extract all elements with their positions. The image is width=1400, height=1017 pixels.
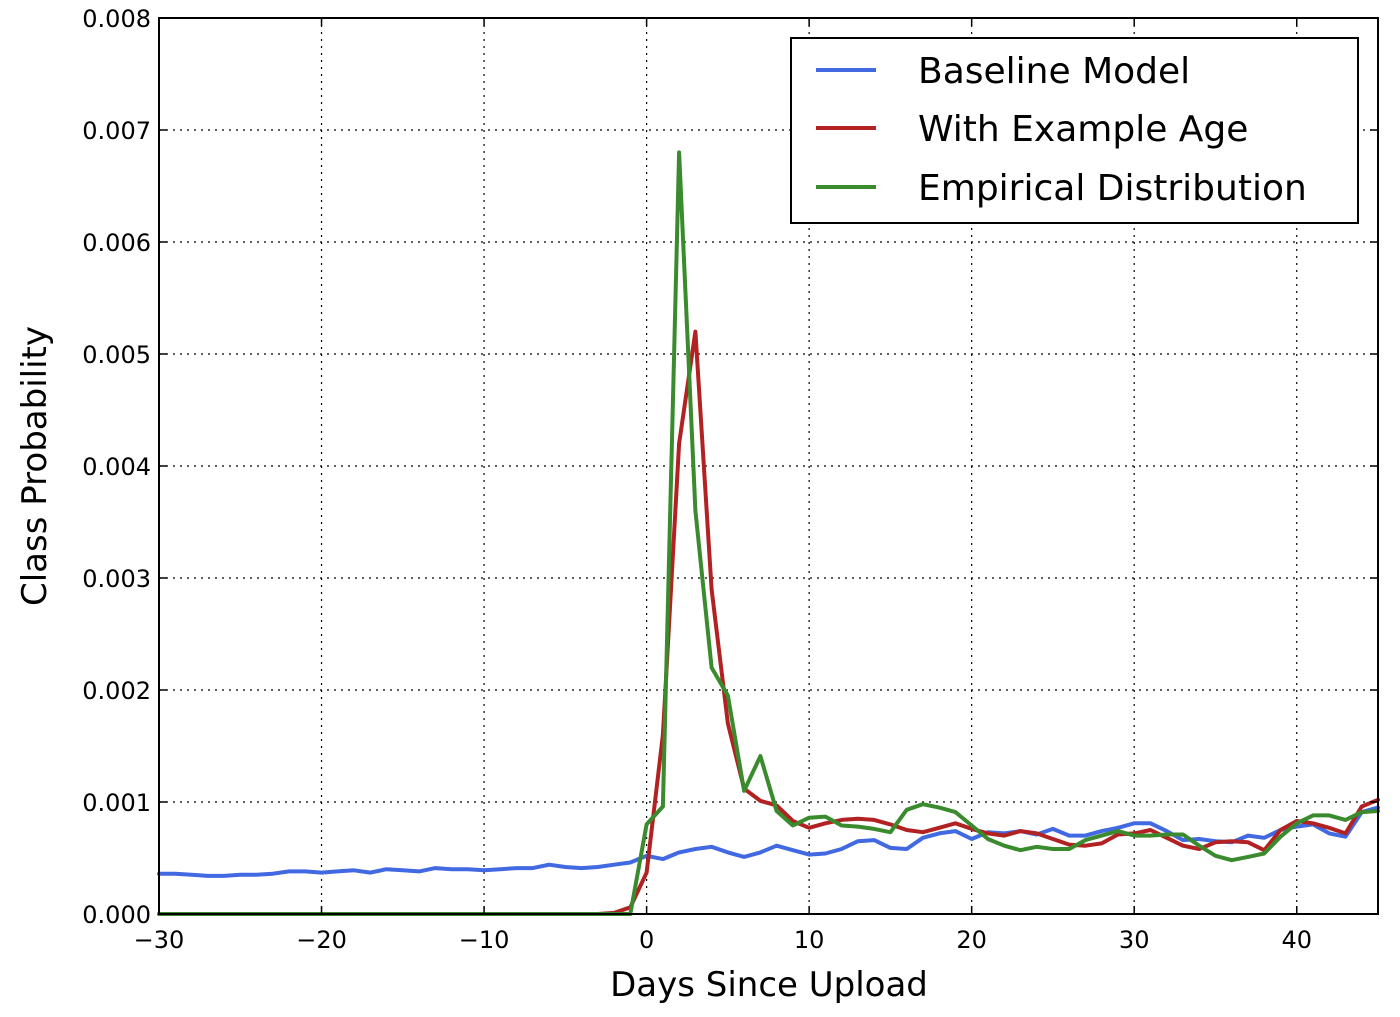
legend-label-empirical-distribution: Empirical Distribution	[918, 168, 1307, 209]
x-tick-label: −30	[134, 926, 185, 954]
x-axis-label: Days Since Upload	[610, 965, 928, 1005]
axis-ticks: −30 −20 −10 0 10 20 30 40 0.000 0.001 0.002 0.003 0.…	[82, 5, 1378, 954]
series-line-empirical-distribution	[157, 150, 1380, 916]
legend-box	[790, 37, 1359, 224]
y-axis-label: Class Probability	[15, 326, 55, 606]
x-tick-label: 20	[956, 926, 987, 954]
legend: Baseline Model With Example Age Empirica…	[790, 37, 1359, 224]
y-tick-label: 0.000	[82, 901, 151, 929]
y-tick-label: 0.005	[82, 341, 151, 369]
grid	[159, 18, 1378, 914]
series-line-with-example-age	[157, 329, 1380, 916]
y-tick-label: 0.007	[82, 117, 151, 145]
y-tick-label: 0.008	[82, 5, 151, 33]
x-tick-label: 40	[1281, 926, 1312, 954]
y-tick-label: 0.004	[82, 453, 151, 481]
y-tick-label: 0.001	[82, 789, 151, 817]
x-tick-label: 0	[639, 926, 654, 954]
x-tick-label: −10	[459, 926, 510, 954]
x-tick-label: 30	[1119, 926, 1150, 954]
y-tick-label: 0.006	[82, 229, 151, 257]
x-tick-label: 10	[794, 926, 825, 954]
legend-label-baseline-model: Baseline Model	[918, 51, 1190, 92]
plot-series	[157, 150, 1380, 916]
y-tick-label: 0.003	[82, 565, 151, 593]
legend-label-with-example-age: With Example Age	[918, 109, 1248, 150]
x-tick-label: −20	[296, 926, 347, 954]
y-tick-label: 0.002	[82, 677, 151, 705]
